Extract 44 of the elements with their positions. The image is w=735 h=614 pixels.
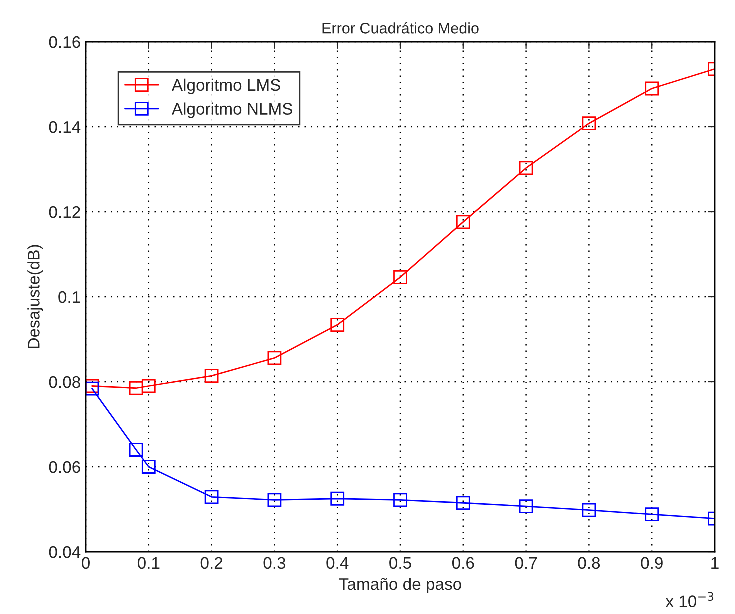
y-tick-label: 0.1 — [58, 291, 80, 304]
point — [142, 379, 156, 394]
x-tick-label: 0 — [82, 557, 90, 570]
point — [582, 116, 596, 131]
point — [129, 381, 144, 396]
point — [268, 351, 282, 366]
x-tick-label: 0.1 — [138, 557, 160, 570]
y-tick-label: 0.06 — [49, 461, 80, 474]
text: x 10$^{−3}$ — [666, 592, 714, 608]
point — [394, 493, 408, 508]
point — [129, 443, 144, 457]
point — [268, 493, 282, 508]
point — [394, 270, 408, 284]
y-tick-label: 0.16 — [49, 36, 80, 48]
point — [645, 508, 660, 522]
x-tick-label: 0.7 — [515, 557, 538, 570]
x-tick-label: 0.8 — [578, 557, 600, 570]
x-tick-label: 0.5 — [390, 557, 412, 570]
point — [330, 318, 345, 332]
chart-title: Error Cuadrático Medio — [322, 22, 479, 34]
x-tick-label: 0.3 — [264, 557, 286, 570]
x-tick-label: 0.9 — [641, 557, 663, 570]
point — [519, 161, 534, 176]
y-axis-title: Desajuste(dB) — [28, 245, 44, 348]
x-tick-label: 0.2 — [200, 557, 223, 570]
x-axis-title: Tamaño de paso — [339, 578, 462, 594]
y-tick-label: 0.08 — [49, 376, 80, 388]
legend-label: Algoritmo LMS — [172, 78, 280, 94]
y-tick-label: 0.12 — [49, 206, 80, 218]
point — [456, 496, 470, 510]
point — [204, 369, 219, 383]
point — [519, 500, 534, 514]
point — [645, 82, 660, 96]
x-tick-label: 0.6 — [452, 557, 474, 570]
point — [456, 215, 470, 230]
point — [330, 492, 345, 506]
x-tick-label: 0.4 — [326, 557, 349, 570]
point — [582, 503, 596, 518]
point — [204, 490, 219, 504]
legend-label: Algoritmo NLMS — [172, 102, 292, 118]
point — [142, 460, 156, 474]
y-tick-label: 0.04 — [49, 546, 81, 558]
x-tick-label: 1 — [712, 557, 719, 569]
y-tick-label: 0.14 — [49, 121, 81, 134]
